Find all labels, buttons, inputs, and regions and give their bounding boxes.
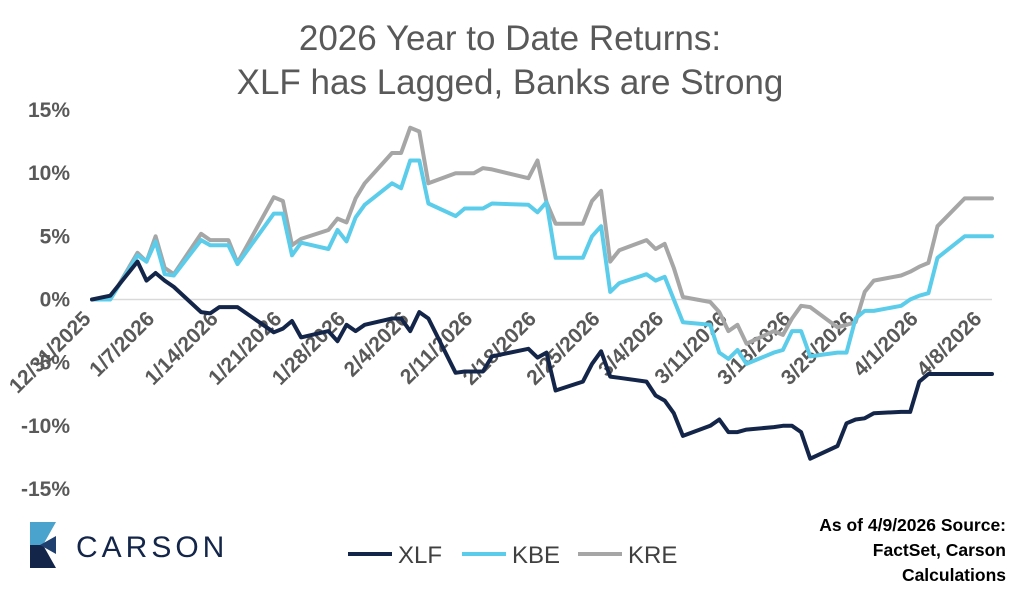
series-line-kre [90,125,994,346]
legend: XLF KBE KRE [348,542,677,569]
carson-logo-mark-icon [30,522,56,568]
y-tick-label: -15% [21,478,70,501]
y-tick-label: 10% [28,162,70,185]
series-line-kbe [90,158,994,366]
source-note-line: As of 4/9/2026 Source: [819,515,1006,535]
legend-label-xlf: XLF [398,542,442,569]
legend-label-kre: KRE [628,542,677,569]
carson-logo-text: CARSON [76,531,228,564]
x-tick-label: 4/8/2026 [912,307,986,381]
x-tick-label: 4/1/2026 [849,307,923,381]
y-tick-label: -5% [33,352,71,375]
x-axis: 12/31/20251/7/20261/14/20261/21/20261/28… [5,298,992,398]
source-note-line: FactSet, Carson [872,540,1006,560]
y-tick-label: 0% [40,289,71,312]
series-group [90,125,994,461]
y-tick-label: -10% [21,415,70,438]
carson-logo: CARSON [30,522,228,568]
legend-label-kbe: KBE [512,542,560,569]
y-tick-label: 15% [28,99,70,122]
y-axis: 15% 10% 5% 0% -5% -10% -15% [21,99,70,501]
y-tick-label: 5% [40,225,71,248]
source-note: As of 4/9/2026 Source: FactSet, Carson C… [746,513,1006,588]
source-note-line: Calculations [901,565,1006,585]
series-line-xlf [90,259,994,461]
chart-title: 2026 Year to Date Returns: [299,19,721,58]
x-tick-label: 12/31/2025 [5,307,96,398]
chart-subtitle: XLF has Lagged, Banks are Strong [237,63,784,102]
